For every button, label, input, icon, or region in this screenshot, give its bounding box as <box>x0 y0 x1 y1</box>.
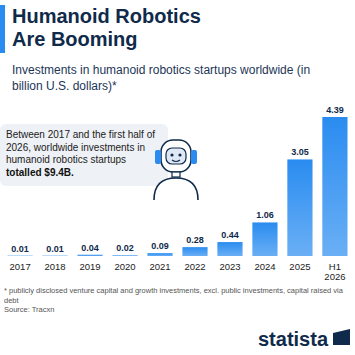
x-tick-label: 2025 <box>289 261 310 272</box>
title: Humanoid RoboticsAre Booming <box>12 5 201 50</box>
bar <box>77 255 102 256</box>
robot-ear <box>155 150 161 164</box>
footnote-line: debt <box>4 296 20 305</box>
title-line: Are Booming <box>12 28 138 50</box>
bar <box>217 242 242 256</box>
robot-mouth <box>172 160 180 162</box>
bar <box>112 255 137 256</box>
footnote: * publicly disclosed venture capital and… <box>4 286 344 305</box>
x-tick-label: 2019 <box>79 261 100 272</box>
x-axis: 2017 2018 2019 2020 2021 2022 2023 2024 2025 H120… <box>10 256 346 282</box>
logo-mark <box>333 329 350 345</box>
annotation: Between 2017 and the first half of 2026, … <box>6 129 155 165</box>
x-tick-label: 2017 <box>10 261 31 272</box>
x-tick-label-line: H1 <box>329 261 341 272</box>
x-tick-label: 2024 <box>254 261 275 272</box>
data-label: 0.01 <box>46 244 64 254</box>
data-label: 1.06 <box>256 210 274 220</box>
x-tick-label: 2018 <box>45 261 66 272</box>
bar <box>182 247 207 256</box>
bar <box>147 253 172 256</box>
data-label: 3.05 <box>291 147 309 157</box>
subtitle-line: Investments in humanoid robotics startup… <box>12 63 310 77</box>
bar <box>42 255 67 256</box>
robot-face <box>166 148 186 164</box>
x-tick-label: 2023 <box>219 261 240 272</box>
x-tick-label: H12026 <box>324 261 345 282</box>
annotation-emphasis: totalled $9.4B. <box>6 167 74 178</box>
x-tick: 2025 <box>289 256 310 272</box>
bar <box>322 117 347 256</box>
x-tick: 2020 <box>114 256 135 272</box>
annotation-line: 2026, worldwide investments in <box>6 142 145 153</box>
robot-body <box>154 178 198 200</box>
robot-eye <box>170 153 173 156</box>
x-tick: 2018 <box>45 256 66 272</box>
bars <box>7 117 347 256</box>
title-accent <box>0 5 5 53</box>
x-tick: 2022 <box>184 256 205 272</box>
x-tick-label: 2021 <box>149 261 170 272</box>
x-tick: 2021 <box>149 256 170 272</box>
annotation-line: Between 2017 and the first half of <box>6 129 155 140</box>
x-tick-label: 2022 <box>184 261 205 272</box>
bar <box>7 255 32 256</box>
chart-root: Humanoid RoboticsAre Booming Investments … <box>0 0 355 355</box>
x-tick-label: 2020 <box>114 261 135 272</box>
data-label: 0.28 <box>186 235 204 245</box>
x-tick-label-line: 2021 <box>149 261 170 272</box>
subtitle-line: billion U.S. dollars)* <box>12 79 117 93</box>
annotation-line: humanoid robotics startups <box>6 154 126 165</box>
x-tick-label-line: 2020 <box>114 261 135 272</box>
robot-icon <box>154 140 198 200</box>
x-tick-label-line: 2019 <box>79 261 100 272</box>
robot-head <box>161 140 191 172</box>
data-label: 0.01 <box>11 244 29 254</box>
title-line: Humanoid Robotics <box>12 5 201 27</box>
x-tick-label-line: 2017 <box>10 261 31 272</box>
bar <box>287 159 312 256</box>
data-label: 4.39 <box>326 105 344 115</box>
robot-neck <box>172 172 180 177</box>
data-labels: 0.01 0.01 0.04 0.02 0.09 0.28 0.44 1.06 3.05 4.39 <box>11 105 343 254</box>
x-tick-label-line: 2026 <box>324 271 345 282</box>
x-tick: 2023 <box>219 256 240 272</box>
footnote-line: * publicly disclosed venture capital and… <box>4 286 344 295</box>
x-tick-label-line: 2025 <box>289 261 310 272</box>
data-label: 0.44 <box>221 230 239 240</box>
source: Source: Tracxn <box>4 305 54 314</box>
x-tick-label-line: 2024 <box>254 261 275 272</box>
x-tick-label-line: 2022 <box>184 261 205 272</box>
data-label: 0.09 <box>151 241 169 251</box>
x-tick: 2019 <box>79 256 100 272</box>
bar <box>252 222 277 256</box>
x-tick: 2017 <box>10 256 31 272</box>
logo: statista <box>258 328 329 350</box>
data-label: 0.02 <box>116 243 134 253</box>
x-tick: H12026 <box>324 256 345 282</box>
x-tick-label-line: 2018 <box>45 261 66 272</box>
x-tick: 2024 <box>254 256 275 272</box>
annotation-box <box>0 124 168 186</box>
x-tick-label-line: 2023 <box>219 261 240 272</box>
data-label: 0.04 <box>81 243 99 253</box>
robot-eye <box>178 153 181 156</box>
robot-ear <box>191 150 197 164</box>
subtitle: Investments in humanoid robotics startup… <box>12 63 310 93</box>
